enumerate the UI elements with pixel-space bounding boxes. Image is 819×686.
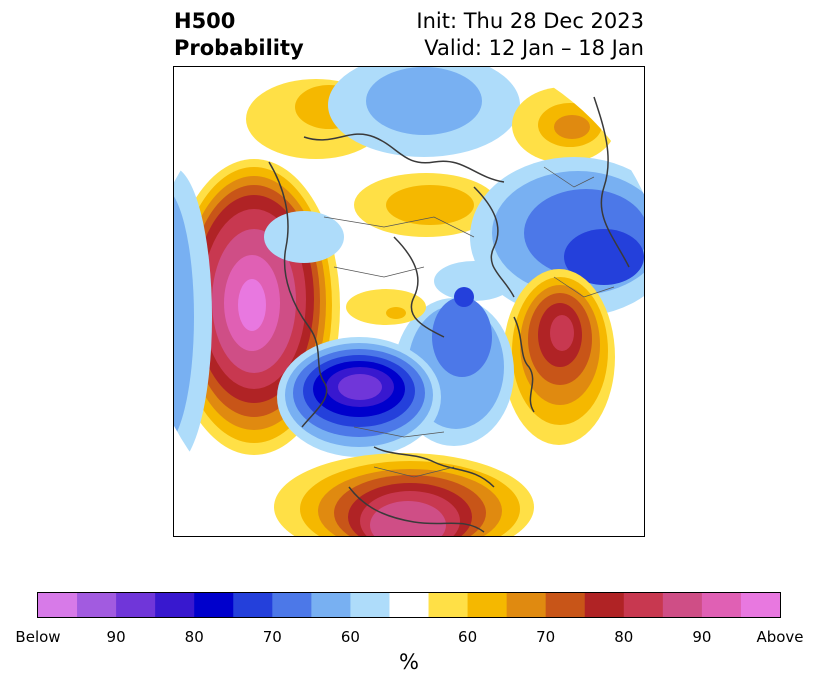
colorbar-bin: [116, 593, 156, 617]
title-right: Init: Thu 28 Dec 2023 Valid: 12 Jan – 18…: [416, 8, 644, 62]
coastlines: [268, 96, 630, 533]
colorbar-bin: [77, 593, 117, 617]
colorbar-bin: [233, 593, 273, 617]
colorbar-tick-label: 60: [458, 628, 478, 646]
colorbar-bin: [662, 593, 703, 617]
siberia-above: [354, 173, 498, 237]
colorbar-bin: [389, 593, 430, 617]
colorbar-bin: [350, 593, 390, 617]
init-date: Init: Thu 28 Dec 2023: [416, 9, 644, 33]
scandinavia-above: [512, 87, 616, 163]
north-atlantic-above: [503, 269, 615, 445]
colorbar-tick-label: Below: [15, 628, 61, 646]
colorbar-bin: [194, 593, 234, 617]
colorbar-bin: [38, 593, 78, 617]
colorbar-tick-label: 80: [184, 628, 204, 646]
borders: [323, 166, 615, 478]
title-subtitle: Probability: [174, 36, 304, 60]
valid-range: Valid: 12 Jan – 18 Jan: [424, 36, 644, 60]
colorbar-bin: [701, 593, 742, 617]
colorbar-bin: [545, 593, 586, 617]
colorbar: [37, 592, 781, 618]
mexico-gulf-above: [274, 453, 534, 536]
colorbar-bin: [740, 593, 780, 617]
colorbar-unit: %: [399, 650, 419, 674]
colorbar-bin: [506, 593, 547, 617]
canada-above: [346, 289, 426, 325]
central-north-america-below: [277, 337, 441, 457]
colorbar-bin: [623, 593, 664, 617]
colorbar-tick-label: 60: [340, 628, 360, 646]
colorbar-tick-label: Above: [756, 628, 804, 646]
probability-map: [173, 66, 645, 537]
colorbar-tick-label: 90: [692, 628, 712, 646]
pacific-fringe-below: [174, 167, 212, 467]
arctic-below: [264, 67, 520, 263]
colorbar-bin: [584, 593, 625, 617]
colorbar-bin: [467, 593, 508, 617]
colorbar-bins: [38, 593, 780, 617]
map-canvas: [174, 67, 644, 536]
title-variable: H500: [174, 9, 236, 33]
colorbar-bin: [272, 593, 312, 617]
colorbar-tick-label: 90: [106, 628, 126, 646]
colorbar-tick-label: 80: [614, 628, 634, 646]
colorbar-bin: [311, 593, 351, 617]
title-left: H500 Probability: [174, 8, 304, 62]
colorbar-tick-label: 70: [536, 628, 556, 646]
colorbar-bin: [155, 593, 195, 617]
colorbar-tick-label: 70: [262, 628, 282, 646]
western-russia-below: [434, 157, 644, 317]
colorbar-bin: [428, 593, 469, 617]
